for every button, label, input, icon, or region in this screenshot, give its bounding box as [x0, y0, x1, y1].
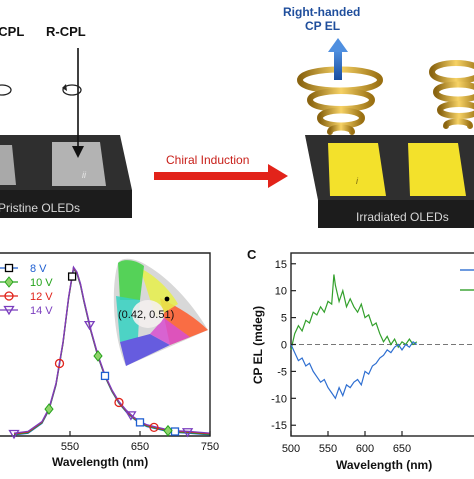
cp-el-panel: C 500 550 600 650 15 10 5 0 -5 -10 -15 CP EL (mde… [247, 247, 474, 472]
second-helix-icon [429, 60, 474, 129]
cp-el-legend [460, 269, 474, 291]
cp-el-label-line2: CP EL [305, 19, 340, 33]
el-legend-label: 12 V [30, 291, 53, 303]
cp-el-label-line1: Right-handed [283, 5, 360, 19]
cie-blue-region [120, 334, 170, 366]
pristine-platform-front [0, 190, 132, 218]
pristine-pixel-i [0, 145, 16, 185]
el-data-marker [93, 350, 103, 362]
el-markers [8, 272, 194, 440]
cie-coordinate-label: (0.42, 0.51) [118, 309, 174, 321]
cp-el-x-axis-label: Wavelength (nm) [336, 458, 432, 472]
cp-el-series-line [290, 340, 418, 400]
chiral-induction-arrow-shaft [154, 172, 270, 180]
el-series-line [13, 265, 211, 434]
cp-el-arrowhead-icon [328, 38, 348, 52]
el-data-marker [181, 428, 194, 438]
irradiated-pixel-i [328, 143, 386, 196]
el-data-marker [170, 427, 180, 436]
el-x-ticks: 550 650 750 [61, 431, 219, 453]
cie-white-region [132, 300, 164, 328]
rcpl-rotation-arrow-icon [62, 84, 67, 91]
cp-el-y-axis-label: CP EL (mdeg) [251, 306, 265, 384]
el-data-marker [149, 422, 159, 433]
el-legend-label: 10 V [30, 277, 53, 289]
el-legend-marker [4, 291, 14, 301]
el-data-marker [8, 429, 20, 440]
cp-el-y-tick-label: -15 [271, 420, 287, 432]
cp-el-y-ticks: 15 10 5 0 -5 -10 -15 [271, 259, 296, 432]
el-data-marker [135, 418, 145, 427]
el-data-marker [100, 371, 110, 381]
el-legend-label: 14 V [30, 305, 53, 317]
cp-el-y-tick-label: -10 [271, 393, 287, 405]
lcpl-rotation-icon [0, 84, 12, 96]
pristine-oleds-label: Pristine OLEDs [0, 201, 80, 215]
irradiated-oleds-label: Irradiated OLEDs [356, 210, 449, 224]
cp-el-x-tick-label: 550 [319, 443, 337, 455]
lcpl-label: L-CPL [0, 24, 24, 39]
panel-c-label: C [247, 247, 257, 262]
cp-el-x-tick-label: 600 [356, 443, 374, 455]
cie-green-region [118, 260, 144, 300]
chiral-induction-label: Chiral Induction [166, 153, 249, 167]
chiral-induction-arrowhead-icon [268, 164, 288, 188]
cp-el-y-tick-label: -5 [277, 366, 287, 378]
el-legend-marker [3, 305, 15, 316]
cp-el-series-lines [290, 274, 418, 400]
rcpl-rotation-icon [62, 84, 82, 96]
el-x-tick-label: 550 [61, 441, 79, 453]
cp-el-y-tick-label: 5 [281, 313, 287, 325]
el-data-marker [125, 411, 137, 421]
pixel-ii-label: ii [82, 170, 87, 180]
irradiated-platform-front [318, 200, 474, 228]
el-frame [0, 252, 211, 437]
rcpl-arrowhead-icon [72, 146, 84, 158]
el-data-marker [67, 272, 77, 281]
rcpl-label: R-CPL [46, 24, 86, 39]
el-x-tick-label: 750 [201, 441, 219, 453]
cp-el-x-tick-label: 500 [282, 443, 300, 455]
el-legend: 8 V 10 V 12 V 14 V [0, 263, 53, 317]
el-data-marker [83, 320, 96, 331]
el-legend-marker [4, 263, 14, 273]
el-x-axis-label: Wavelength (nm) [52, 455, 148, 469]
right-handed-helix-icon [297, 66, 384, 135]
cie-magenta-region [150, 318, 190, 345]
cp-el-x-ticks: 500 550 600 650 [282, 431, 411, 455]
cie-point-marker [164, 296, 170, 302]
cp-el-y-tick-label: 0 [281, 340, 287, 352]
pristine-pixel-ii [52, 142, 106, 186]
el-data-marker [114, 397, 124, 408]
el-series-lines [13, 265, 211, 436]
el-legend-marker [4, 276, 14, 288]
el-spectra-panel: (0.42, 0.51) 550 650 750 8 V 10 V 12 V 14 V W… [0, 252, 219, 469]
cp-el-arrow-shaft [334, 50, 342, 80]
el-data-marker [163, 424, 173, 437]
el-data-marker [44, 403, 54, 415]
el-data-marker [54, 358, 65, 369]
irradiated-pixel-ii [408, 143, 466, 196]
el-legend-label: 8 V [30, 263, 47, 275]
el-x-tick-label: 650 [131, 441, 149, 453]
cp-el-y-tick-label: 15 [275, 259, 287, 271]
irradiated-pixel-i-label: i [356, 176, 359, 186]
cp-el-x-tick-label: 650 [393, 443, 411, 455]
cp-el-series-line [290, 274, 418, 351]
cie-inset: (0.42, 0.51) [113, 258, 208, 366]
cie-yellow-region [140, 268, 178, 318]
cp-el-y-tick-label: 10 [275, 286, 287, 298]
schematic-panel: ii Pristine OLEDs L-CPL R-CPL Chiral Ind… [0, 5, 474, 228]
